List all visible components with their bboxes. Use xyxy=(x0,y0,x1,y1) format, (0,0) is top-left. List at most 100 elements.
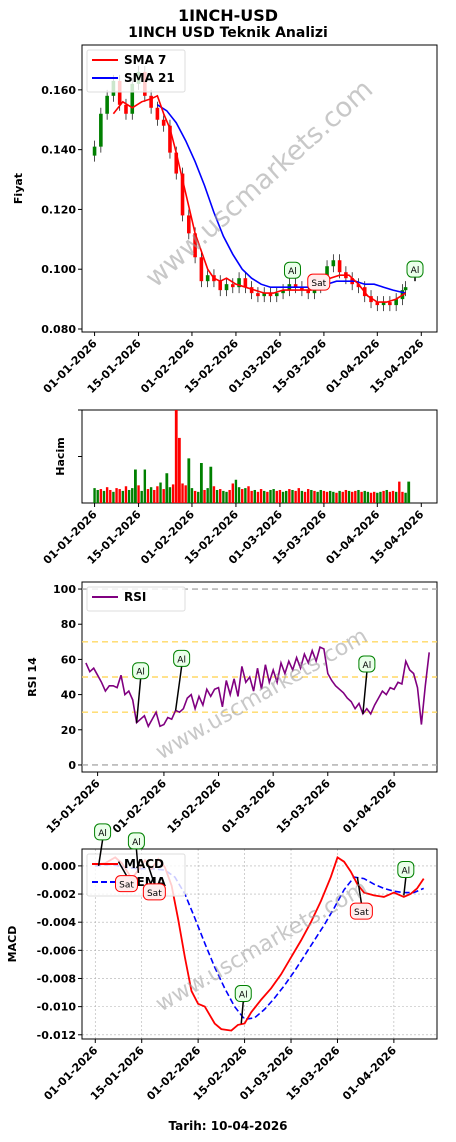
signal-box xyxy=(349,902,373,920)
volume-bar xyxy=(313,490,316,503)
volume-bar xyxy=(162,489,165,503)
volume-bar xyxy=(269,489,272,503)
macd-ylabel: MACD xyxy=(6,926,19,963)
volume-bar xyxy=(350,491,354,503)
candle-body xyxy=(403,287,408,291)
figure-title: 1INCH-USD xyxy=(177,6,279,25)
candle-body xyxy=(306,290,310,294)
signal-box xyxy=(173,649,191,667)
candle-body xyxy=(168,125,172,153)
price-legend-label: SMA 21 xyxy=(124,71,175,85)
candle-body xyxy=(256,293,260,297)
candle-body xyxy=(375,302,380,306)
rsi-legend xyxy=(86,586,186,612)
volume-bar xyxy=(171,484,175,503)
volume-bar xyxy=(203,489,206,503)
candle-body xyxy=(105,95,109,114)
signal-arrow xyxy=(135,678,142,723)
volume-bar xyxy=(263,490,266,503)
macd-ytick-label: -0.006 xyxy=(37,944,77,957)
watermark: www.uscmarkets.com xyxy=(152,876,372,1018)
volume-bar xyxy=(131,488,134,503)
volume-spike-bar xyxy=(187,458,191,503)
signal-box xyxy=(132,662,150,680)
volume-bar xyxy=(379,491,382,503)
volume-bar xyxy=(127,489,131,503)
watermark: www.uscmarkets.com xyxy=(152,624,372,766)
rsi-line xyxy=(85,645,430,729)
volume-bar xyxy=(297,488,300,503)
volume-bar xyxy=(190,488,194,503)
volume-bar xyxy=(159,482,162,503)
volume-bar xyxy=(231,483,234,503)
price-ytick-label: 0.100 xyxy=(41,263,76,276)
candle-body xyxy=(230,284,235,288)
signal-arrow xyxy=(174,666,183,711)
volume-bar xyxy=(398,481,401,503)
signal-arrow xyxy=(97,839,104,867)
candle-body xyxy=(149,95,153,108)
volume-bar xyxy=(385,489,388,503)
candle-body xyxy=(117,80,122,105)
candle-body xyxy=(300,287,304,291)
volume-bar xyxy=(369,492,373,503)
volume-bar xyxy=(250,490,253,503)
buy-signal-label: Al xyxy=(401,866,410,876)
volume-spike-bar xyxy=(134,469,137,503)
candle-body xyxy=(187,215,191,234)
volume-bar xyxy=(115,488,118,503)
candle-body xyxy=(293,284,298,288)
signal-box xyxy=(307,273,331,291)
signal-box xyxy=(283,261,301,279)
volume-bar xyxy=(300,490,304,503)
price-ytick-label: 0.140 xyxy=(41,144,76,157)
volume-bar xyxy=(146,489,150,503)
volume-bar xyxy=(372,491,376,503)
volume-bar xyxy=(344,489,348,503)
volume-bar xyxy=(391,490,395,503)
volume-bar xyxy=(281,491,285,503)
rsi-ytick-label: 40 xyxy=(61,689,77,702)
rsi-ytick-label: 20 xyxy=(61,724,77,737)
volume-bar xyxy=(181,483,184,503)
candle-body xyxy=(155,107,160,120)
macd-ytick-label: -0.004 xyxy=(37,916,77,929)
volume-bar xyxy=(332,491,335,503)
volume-bar xyxy=(237,487,241,503)
volume-bar xyxy=(310,489,313,503)
volume-bar xyxy=(256,491,260,503)
volume-ylabel: Hacim xyxy=(54,437,67,475)
macd-frame xyxy=(81,848,438,1040)
volume-bar xyxy=(266,491,269,503)
candle-body xyxy=(124,104,128,114)
volume-bar xyxy=(105,487,109,503)
volume-bar xyxy=(215,489,219,503)
watermark: www.uscmarkets.com xyxy=(140,74,380,294)
candle-body xyxy=(281,290,285,294)
macd-ytick-label: -0.012 xyxy=(37,1029,76,1042)
volume-bar xyxy=(206,488,209,503)
sell-signal-label: Sat xyxy=(119,881,134,891)
volume-bar xyxy=(376,492,379,503)
volume-bar xyxy=(294,490,297,503)
candle-body xyxy=(331,260,336,267)
price-ylabel: Fiyat xyxy=(12,173,25,204)
signal-box xyxy=(234,985,252,1003)
volume-bar xyxy=(303,491,307,503)
volume-bar xyxy=(93,488,96,503)
price-ytick-label: 0.120 xyxy=(41,203,76,216)
rsi-ytick-label: 60 xyxy=(61,653,77,666)
volume-bar xyxy=(288,489,291,503)
rsi-xtick-label: 15-03-2026 xyxy=(274,777,333,836)
candle-body xyxy=(180,173,185,216)
candle-body xyxy=(274,293,279,297)
candle-body xyxy=(237,278,241,288)
buy-signal-label: Al xyxy=(177,655,186,665)
signal-arrow xyxy=(147,865,156,885)
volume-bar xyxy=(168,487,172,503)
signal-box xyxy=(114,875,138,893)
macd-ytick-label: -0.010 xyxy=(37,1001,77,1014)
candle-body xyxy=(224,284,229,291)
